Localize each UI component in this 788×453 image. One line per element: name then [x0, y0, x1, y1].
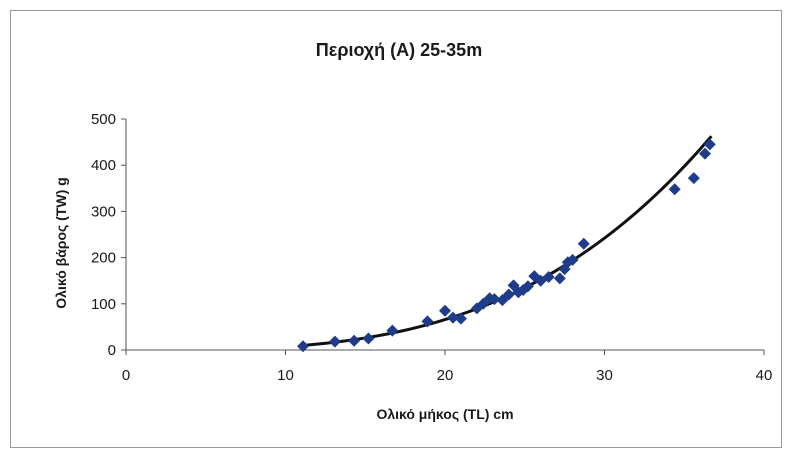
y-axis-label: Ολικό βάρος (TW) g — [53, 177, 69, 308]
x-tick-label: 10 — [277, 367, 294, 384]
data-point — [698, 147, 711, 160]
data-point — [566, 253, 579, 266]
y-tick-label: 500 — [91, 111, 116, 128]
y-tick-label: 0 — [108, 342, 116, 359]
data-point — [297, 340, 310, 353]
data-point — [703, 138, 716, 151]
x-tick-label: 20 — [437, 367, 454, 384]
data-points — [297, 138, 716, 353]
data-point — [439, 304, 451, 317]
data-point — [502, 288, 515, 301]
data-point — [488, 293, 501, 306]
data-point — [553, 272, 566, 285]
x-tick-label: 40 — [756, 367, 773, 384]
x-axis-label: Ολικό μήκος (TL) cm — [376, 406, 513, 422]
scatter-chart: Περιοχή (Α) 25-35m 0 100 200 300 400 500 0 10 20… — [53, 40, 772, 422]
y-tick-label: 300 — [91, 203, 116, 220]
data-point — [521, 280, 534, 293]
data-point — [386, 324, 399, 337]
y-tick-label: 200 — [91, 250, 116, 267]
data-point — [348, 334, 361, 347]
data-point — [446, 311, 459, 324]
data-point — [454, 312, 467, 325]
data-point — [668, 183, 681, 196]
fit-curve — [301, 135, 713, 348]
chart-title: Περιοχή (Α) 25-35m — [316, 40, 482, 60]
ticks: 0 100 200 300 400 500 0 10 20 30 40 — [91, 111, 772, 384]
x-tick-label: 30 — [596, 367, 613, 384]
data-point — [687, 172, 700, 185]
y-tick-label: 100 — [91, 296, 116, 313]
data-point — [542, 271, 555, 284]
data-point — [328, 335, 341, 348]
chart-frame: Περιοχή (Α) 25-35m 0 100 200 300 400 500 0 10 20… — [10, 10, 782, 448]
data-point — [421, 315, 434, 328]
x-tick-label: 0 — [122, 367, 130, 384]
data-point — [362, 332, 375, 345]
data-point — [577, 237, 590, 250]
y-tick-label: 400 — [91, 157, 116, 174]
